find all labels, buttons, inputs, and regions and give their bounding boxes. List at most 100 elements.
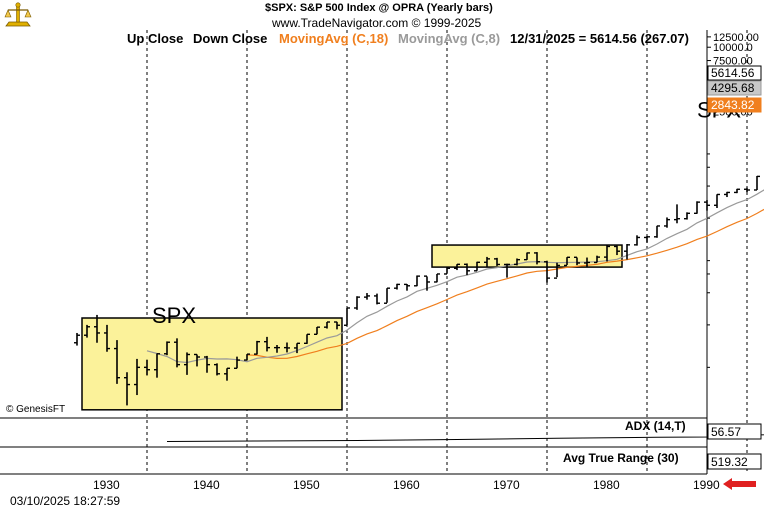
adx-title: ADX (14,T) — [625, 419, 686, 433]
logo-icon — [4, 2, 32, 27]
price-bar — [644, 235, 650, 243]
price-bar — [144, 359, 150, 376]
annotation-label: SPX — [152, 303, 196, 328]
moving-average-lines — [146, 189, 764, 364]
price-bar — [744, 187, 750, 193]
price-bar — [494, 257, 500, 266]
price-bar — [544, 260, 550, 283]
x-tick-label: 1990 — [693, 478, 720, 492]
price-bar — [734, 188, 740, 194]
x-tick-label: 1960 — [393, 478, 420, 492]
price-bar — [634, 235, 640, 246]
x-tick-label: 1950 — [293, 478, 320, 492]
x-tick-label: 1980 — [593, 478, 620, 492]
atr-title: Avg True Range (30) — [563, 451, 679, 465]
price-bar — [174, 338, 180, 368]
y-tick-label: 12500.00 — [713, 32, 759, 44]
adx-panel: 56.57 — [166, 423, 764, 442]
price-bar — [654, 225, 660, 238]
atr-panel: 519.32 — [707, 453, 762, 470]
price-bar — [404, 283, 410, 291]
atr-value: 519.32 — [711, 455, 748, 469]
price-bar — [224, 367, 230, 381]
price-bar — [354, 296, 360, 310]
price-bar — [574, 256, 580, 266]
price-bar — [344, 307, 350, 326]
ma18-line — [246, 208, 764, 360]
scroll-left-arrow-icon[interactable] — [723, 478, 756, 490]
price-bar — [384, 287, 390, 304]
price-bar — [434, 273, 440, 283]
price-bar — [594, 255, 600, 264]
price-bar — [334, 321, 340, 330]
price-bar — [624, 244, 630, 260]
price-bar — [514, 258, 520, 266]
price-bar — [694, 201, 700, 215]
highlight-boxes — [81, 244, 623, 411]
chart-title: $SPX: S&P 500 Index @ OPRA (Yearly bars) — [265, 2, 493, 14]
price-label-box — [707, 97, 762, 113]
price-bar — [614, 245, 620, 256]
price-bar — [424, 275, 430, 291]
price-bar — [554, 262, 560, 279]
time-axis: 1930194019501960197019801990200020102020… — [93, 478, 756, 492]
price-bar — [264, 336, 270, 352]
legend-ma8: MovingAvg (C,8) — [398, 31, 501, 46]
price-bar — [534, 252, 540, 265]
price-label: 4295.68 — [711, 81, 755, 95]
price-bar — [714, 193, 720, 208]
price-bar — [374, 293, 380, 305]
price-bar — [454, 263, 460, 271]
timestamp: 03/10/2025 18:27:59 — [10, 494, 121, 508]
atr-value-box — [707, 453, 762, 470]
price-bar — [164, 341, 170, 356]
price-bar — [564, 256, 570, 267]
price-bar — [304, 333, 310, 345]
legend-ma18: MovingAvg (C,18) — [279, 31, 389, 46]
price-bar — [604, 244, 610, 262]
last-bar-value: 12/31/2025 = 5614.56 (267.07) — [510, 31, 689, 46]
adx-line — [166, 434, 764, 442]
price-bar — [204, 355, 210, 373]
x-tick-label: 1930 — [93, 478, 120, 492]
price-bar — [94, 314, 100, 343]
price-bar — [234, 356, 240, 369]
price-bar — [444, 267, 450, 275]
x-tick-label: 1970 — [493, 478, 520, 492]
price-bar — [394, 283, 400, 290]
price-bar — [684, 212, 690, 220]
price-bar — [484, 256, 490, 267]
copyright: www.TradeNavigator.com © 1999-2025 — [272, 16, 482, 30]
price-bar — [664, 217, 670, 228]
price-bar — [474, 261, 480, 272]
price-bar — [294, 342, 300, 354]
y-tick-label: 7500.00 — [713, 56, 753, 68]
price-label: 2843.82 — [711, 98, 755, 112]
price-bar — [104, 324, 110, 352]
price-label: 5614.56 — [711, 66, 755, 80]
price-bar — [754, 175, 760, 191]
legend-down-close: Down Close — [193, 31, 268, 46]
price-bar — [284, 342, 290, 353]
price-bar — [674, 204, 680, 224]
price-bar — [324, 321, 330, 329]
price-bar — [134, 358, 140, 396]
price-bar — [194, 353, 200, 367]
price-label-box — [707, 80, 762, 96]
price-bar — [584, 257, 590, 268]
price-bar — [364, 293, 370, 300]
price-bar — [114, 340, 120, 384]
price-bar — [314, 326, 320, 336]
price-bar — [244, 353, 250, 361]
price-bar — [124, 372, 130, 406]
price-bar — [254, 340, 260, 355]
price-axis: 12500.0010000.07500.005000.002500.005614… — [707, 32, 762, 368]
legend-up-close: Up Close — [127, 31, 184, 46]
price-bar — [524, 252, 530, 261]
price-bar — [414, 275, 420, 287]
price-bar — [154, 353, 160, 378]
x-tick-label: 1940 — [193, 478, 220, 492]
y-tick-label: 10000.0 — [713, 42, 753, 54]
price-bar — [74, 332, 80, 346]
